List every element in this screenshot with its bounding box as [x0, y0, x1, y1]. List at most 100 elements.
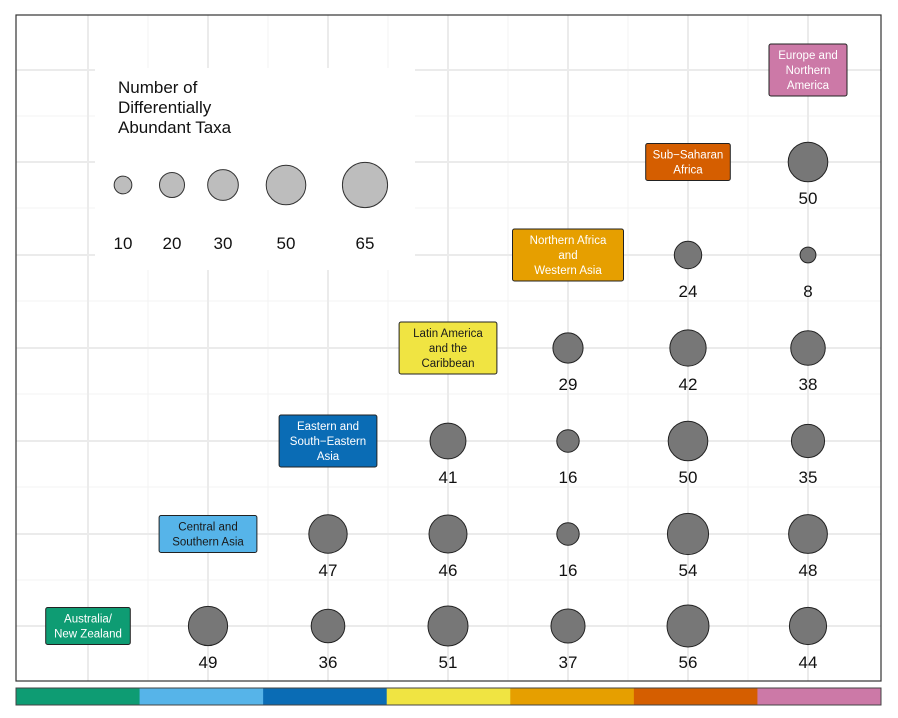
data-point	[790, 330, 826, 366]
region-label-line: Australia/	[64, 614, 113, 626]
data-label: 42	[679, 375, 698, 394]
region-label-box	[45, 607, 131, 645]
data-label: 38	[799, 375, 818, 394]
color-bar-segment	[139, 688, 264, 705]
size-legend-title-line: Number of	[118, 78, 198, 97]
data-point	[310, 608, 346, 644]
data-label: 50	[679, 468, 698, 487]
color-bar-segment	[16, 688, 141, 705]
region-label-line: Europe and	[778, 50, 837, 62]
region-label-line: and the	[429, 343, 467, 355]
data-point	[187, 605, 229, 647]
color-bar-border	[15, 687, 882, 706]
data-point	[787, 141, 829, 183]
data-point	[427, 605, 469, 647]
data-label: 46	[439, 561, 458, 580]
size-legend-value: 20	[163, 234, 182, 253]
size-legend-title-line: Abundant Taxa	[118, 118, 232, 137]
color-bar-segment	[510, 688, 635, 705]
data-label: 35	[799, 468, 818, 487]
data-point	[673, 240, 703, 270]
size-legend-circle	[265, 164, 307, 206]
size-legend: Number of Differentially Abundant Taxa 1…	[95, 68, 415, 270]
data-point	[550, 608, 586, 644]
data-label: 50	[799, 189, 818, 208]
region-label-line: South−Eastern	[290, 436, 366, 448]
region-label: Europe and Northern America	[768, 43, 848, 97]
region-label-box	[278, 414, 378, 468]
data-point	[799, 246, 817, 264]
region-label-line: New Zealand	[54, 629, 122, 641]
size-legend-value: 10	[114, 234, 133, 253]
data-point	[308, 514, 348, 554]
data-point	[669, 329, 707, 367]
region-label-box	[158, 515, 258, 553]
data-label: 29	[559, 375, 578, 394]
region-label: Northern Africa and Western Asia	[512, 228, 624, 282]
region-label: Latin America and the Caribbean	[398, 321, 498, 375]
region-label-line: Caribbean	[421, 358, 474, 370]
size-legend-items: 10 20 30 50 65	[113, 161, 389, 253]
region-label-line: Africa	[673, 165, 703, 177]
data-point	[666, 512, 710, 556]
data-points: 49 36 51 37 56 44 47 46 16 54 48 41 16 50 35 29 42 38 24 8 5…	[187, 141, 829, 672]
size-legend-value: 30	[214, 234, 233, 253]
region-label: Central and Southern Asia	[158, 515, 258, 553]
color-bar-segment	[757, 688, 882, 705]
panel-border	[15, 14, 882, 682]
data-point	[667, 420, 709, 462]
data-point	[429, 422, 467, 460]
data-label: 48	[799, 561, 818, 580]
size-legend-circle	[207, 169, 239, 201]
color-bar-segment	[263, 688, 388, 705]
size-legend-circle	[341, 161, 389, 209]
region-label-line: America	[787, 80, 830, 92]
region-label-line: Northern Africa	[530, 235, 607, 247]
region-labels: Australia/New Zealand Central and Southern…	[45, 43, 848, 645]
data-label: 8	[803, 282, 812, 301]
region-label: Eastern and South−Eastern Asia	[278, 414, 378, 468]
region-label-line: Eastern and	[297, 421, 359, 433]
data-label: 49	[199, 653, 218, 672]
region-label-box	[768, 43, 848, 97]
data-label: 44	[799, 653, 818, 672]
region-label-line: Northern	[786, 65, 831, 77]
data-point	[666, 604, 710, 648]
size-legend-circle	[113, 175, 133, 195]
data-point	[788, 606, 828, 646]
data-point	[556, 522, 580, 546]
size-legend-value: 65	[356, 234, 375, 253]
data-point	[552, 332, 584, 364]
region-label-line: Southern Asia	[172, 537, 244, 549]
region-label-line: Sub−Saharan	[653, 150, 724, 162]
region-label-box	[512, 228, 624, 282]
size-legend-title-line: Differentially	[118, 98, 212, 117]
region-label-line: Asia	[317, 451, 340, 463]
data-label: 24	[679, 282, 698, 301]
data-label: 47	[319, 561, 338, 580]
data-label: 54	[679, 561, 698, 580]
color-bar-segment	[386, 688, 511, 705]
data-label: 41	[439, 468, 458, 487]
region-label-line: Western Asia	[534, 265, 602, 277]
region-label-line: Latin America	[413, 328, 483, 340]
data-label: 16	[559, 561, 578, 580]
region-label: Sub−Saharan Africa	[645, 143, 731, 181]
color-bar-segment	[633, 688, 758, 705]
size-legend-circle	[158, 171, 186, 199]
data-point	[788, 514, 828, 554]
region-label-line: and	[558, 250, 577, 262]
data-label: 36	[319, 653, 338, 672]
region-label-box	[398, 321, 498, 375]
data-label: 56	[679, 653, 698, 672]
data-label: 16	[559, 468, 578, 487]
size-legend-value: 50	[277, 234, 296, 253]
data-point	[556, 429, 580, 453]
region-color-bar	[15, 687, 882, 706]
region-label-line: Central and	[178, 522, 237, 534]
data-label: 37	[559, 653, 578, 672]
data-point	[790, 423, 826, 459]
data-label: 51	[439, 653, 458, 672]
region-label-box	[645, 143, 731, 181]
